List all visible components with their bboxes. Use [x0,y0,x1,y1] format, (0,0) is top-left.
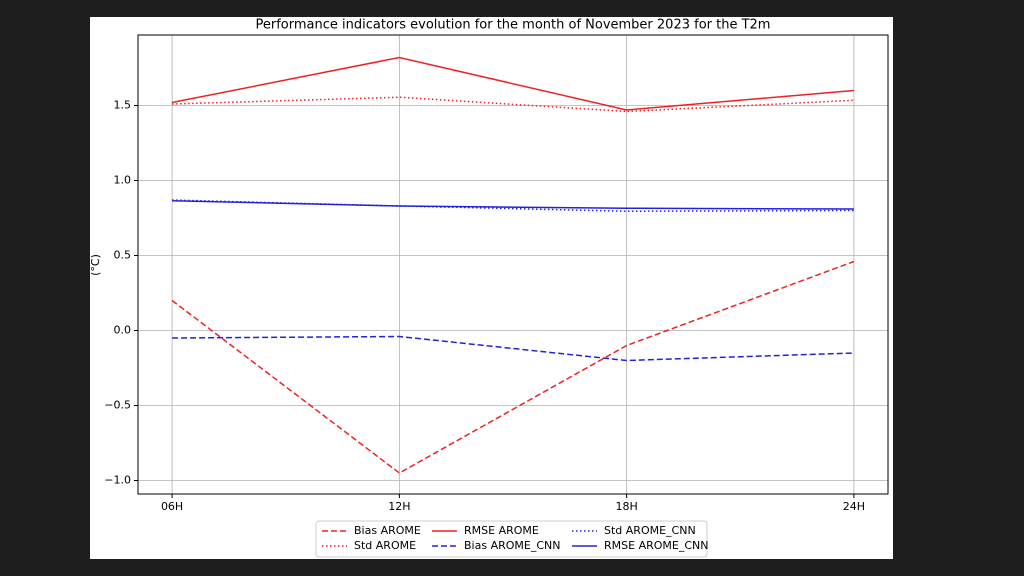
legend-box [315,520,708,558]
y-tick-label: 0.5 [114,249,132,262]
series-line [172,199,854,213]
y-tick-label: −1.0 [104,474,131,487]
y-axis-label: (°C) [89,254,102,276]
chart-title: Performance indicators evolution for the… [256,18,771,33]
y-tick-label: 1.0 [114,174,132,187]
x-tick-label: 18H [615,500,637,513]
series-line [172,200,854,210]
y-tick-label: −0.5 [104,399,131,412]
x-tick-label: 06H [161,500,183,513]
y-tick-label: 0.0 [114,324,132,337]
x-tick-label: 12H [388,500,410,513]
legend-label: RMSE AROME_CNN [604,539,708,552]
figure-background [90,17,893,559]
y-tick-label: 1.5 [114,99,132,112]
series-line [172,335,854,362]
legend-label: Bias AROME_CNN [464,539,560,552]
legend-label: RMSE AROME [464,524,539,537]
plot-frame [137,34,889,495]
series-line [172,96,854,113]
legend-label: Std AROME_CNN [604,524,696,537]
series-line [171,260,855,474]
legend-label: Bias AROME [354,524,421,537]
x-tick-label: 24H [843,500,865,513]
legend-label: Std AROME [354,539,416,552]
series-line [171,56,854,111]
